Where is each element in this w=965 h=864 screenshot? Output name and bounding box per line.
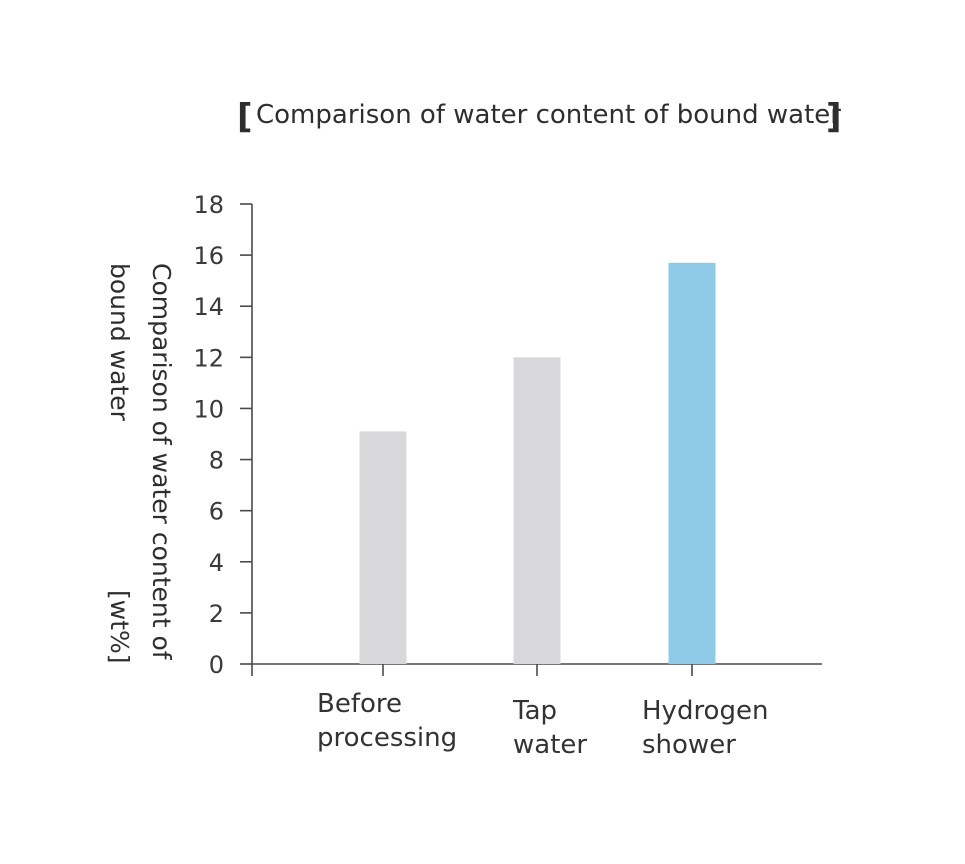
- y-tick-label: 12: [193, 344, 224, 372]
- y-tick-label: 8: [209, 447, 224, 475]
- x-category-label-line: shower: [642, 730, 736, 760]
- y-tick-label: 10: [193, 395, 224, 423]
- x-category-label: Tap water: [512, 696, 587, 760]
- y-tick-label: 14: [193, 293, 224, 321]
- y-tick-label: 18: [193, 191, 224, 219]
- x-category-label-line: water: [513, 730, 587, 760]
- title-bracket-left: [: [237, 97, 253, 137]
- bar: [359, 431, 407, 664]
- y-tick-label: 6: [209, 498, 224, 526]
- y-axis-label-line-2: bound water: [105, 263, 134, 422]
- bars: [359, 262, 716, 664]
- bar: [668, 262, 716, 664]
- axes: 0 2 4 6 8 10 12 14 16 18: [193, 191, 822, 679]
- y-tick-label: 2: [209, 600, 224, 628]
- x-category-label-line: Tap: [512, 696, 557, 726]
- y-axis-label-2: bound water: [105, 263, 134, 422]
- x-category-label-line: Hydrogen: [642, 696, 768, 726]
- x-category-label-line: processing: [317, 723, 457, 753]
- y-tick-label: 16: [193, 242, 224, 270]
- y-axis-label-line-1: Comparison of water content of: [147, 263, 176, 661]
- title-bracket-right: ]: [826, 97, 842, 137]
- x-category-label: Before processing: [317, 689, 457, 753]
- y-axis-unit: [wt%]: [105, 590, 134, 664]
- bar: [513, 357, 561, 664]
- x-category-label-line: Before: [317, 689, 402, 719]
- y-axis-label: Comparison of water content of: [147, 263, 176, 661]
- category-labels: Before processing Tap water Hydrogen shower: [317, 689, 768, 760]
- y-tick-label: 4: [209, 549, 224, 577]
- y-tick-label: 0: [209, 651, 224, 679]
- y-axis-unit-label: [wt%]: [105, 590, 134, 664]
- x-category-label: Hydrogen shower: [642, 696, 768, 760]
- chart-title: Comparison of water content of bound wat…: [256, 100, 841, 130]
